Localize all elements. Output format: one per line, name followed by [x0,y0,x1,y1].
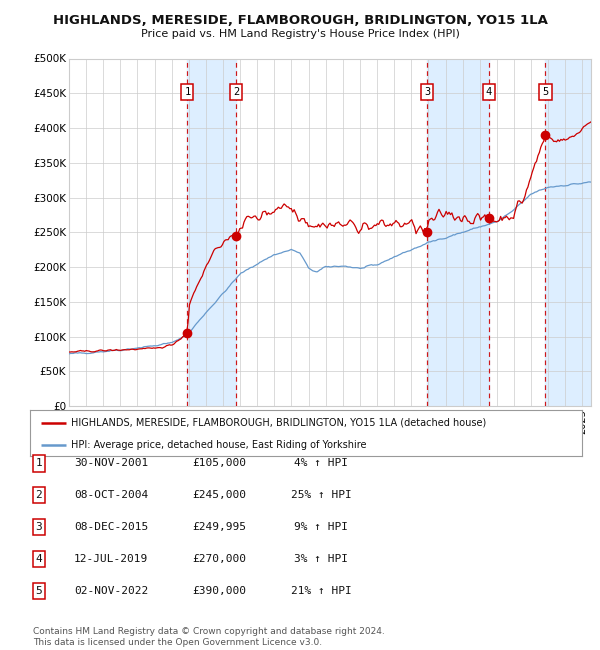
Text: 25% ↑ HPI: 25% ↑ HPI [290,490,352,501]
Text: £245,000: £245,000 [192,490,246,501]
Bar [545,58,591,406]
Text: 4: 4 [486,87,492,97]
Text: 2: 2 [35,490,43,501]
Text: £390,000: £390,000 [192,586,246,596]
Text: 3: 3 [424,87,431,97]
Text: £105,000: £105,000 [192,458,246,469]
Text: 5: 5 [35,586,43,596]
Bar [187,58,236,406]
Text: £270,000: £270,000 [192,554,246,564]
Text: 9% ↑ HPI: 9% ↑ HPI [294,522,348,532]
Text: 3: 3 [35,522,43,532]
Text: 21% ↑ HPI: 21% ↑ HPI [290,586,352,596]
Text: HIGHLANDS, MERESIDE, FLAMBOROUGH, BRIDLINGTON, YO15 1LA: HIGHLANDS, MERESIDE, FLAMBOROUGH, BRIDLI… [53,14,547,27]
Bar [427,58,489,406]
Text: HPI: Average price, detached house, East Riding of Yorkshire: HPI: Average price, detached house, East… [71,440,367,450]
Text: 08-OCT-2004: 08-OCT-2004 [74,490,148,501]
Text: £249,995: £249,995 [192,522,246,532]
Text: 02-NOV-2022: 02-NOV-2022 [74,586,148,596]
Text: Contains HM Land Registry data © Crown copyright and database right 2024.
This d: Contains HM Land Registry data © Crown c… [33,627,385,647]
Text: 4: 4 [35,554,43,564]
Text: 1: 1 [184,87,191,97]
Text: 3% ↑ HPI: 3% ↑ HPI [294,554,348,564]
Text: 1: 1 [35,458,43,469]
Text: 08-DEC-2015: 08-DEC-2015 [74,522,148,532]
Text: HIGHLANDS, MERESIDE, FLAMBOROUGH, BRIDLINGTON, YO15 1LA (detached house): HIGHLANDS, MERESIDE, FLAMBOROUGH, BRIDLI… [71,417,487,428]
Text: 4% ↑ HPI: 4% ↑ HPI [294,458,348,469]
Text: Price paid vs. HM Land Registry's House Price Index (HPI): Price paid vs. HM Land Registry's House … [140,29,460,39]
Text: 2: 2 [233,87,239,97]
Text: 12-JUL-2019: 12-JUL-2019 [74,554,148,564]
Text: 5: 5 [542,87,548,97]
Text: 30-NOV-2001: 30-NOV-2001 [74,458,148,469]
